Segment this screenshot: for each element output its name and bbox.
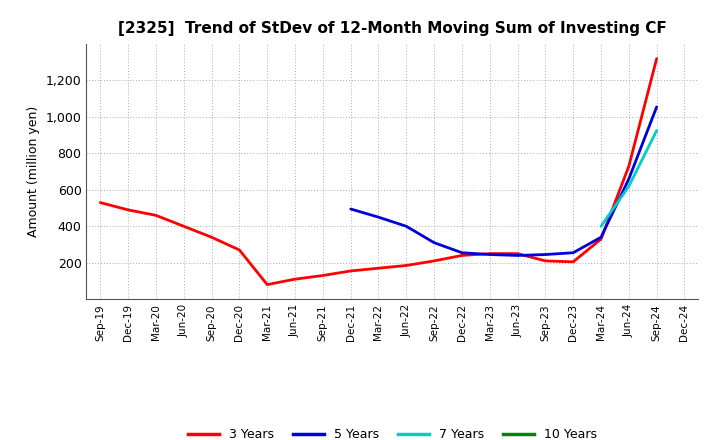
Line: 3 Years: 3 Years: [100, 59, 657, 285]
5 Years: [485, 252, 494, 257]
Line: 5 Years: 5 Years: [351, 107, 657, 256]
5 Years: [402, 224, 410, 229]
Legend: 3 Years, 5 Years, 7 Years, 10 Years: 3 Years, 5 Years, 7 Years, 10 Years: [183, 423, 602, 440]
3 Years: [374, 266, 383, 271]
Y-axis label: Amount (million yen): Amount (million yen): [27, 106, 40, 237]
3 Years: [430, 258, 438, 264]
3 Years: [263, 282, 271, 287]
3 Years: [513, 251, 522, 256]
3 Years: [402, 263, 410, 268]
5 Years: [458, 250, 467, 255]
3 Years: [597, 236, 606, 242]
Title: [2325]  Trend of StDev of 12-Month Moving Sum of Investing CF: [2325] Trend of StDev of 12-Month Moving…: [118, 21, 667, 36]
5 Years: [624, 176, 633, 182]
5 Years: [374, 215, 383, 220]
5 Years: [346, 206, 355, 212]
3 Years: [318, 273, 327, 278]
Line: 7 Years: 7 Years: [601, 131, 657, 226]
3 Years: [124, 207, 132, 213]
3 Years: [179, 224, 188, 229]
5 Years: [513, 253, 522, 258]
5 Years: [652, 104, 661, 110]
5 Years: [541, 252, 550, 257]
3 Years: [569, 259, 577, 264]
3 Years: [458, 253, 467, 258]
7 Years: [597, 224, 606, 229]
3 Years: [207, 235, 216, 240]
3 Years: [152, 213, 161, 218]
3 Years: [624, 164, 633, 169]
3 Years: [235, 247, 243, 253]
7 Years: [624, 183, 633, 189]
7 Years: [652, 128, 661, 133]
3 Years: [652, 56, 661, 61]
3 Years: [291, 276, 300, 282]
3 Years: [96, 200, 104, 205]
5 Years: [430, 240, 438, 246]
5 Years: [569, 250, 577, 255]
3 Years: [485, 251, 494, 256]
3 Years: [346, 268, 355, 274]
5 Years: [597, 235, 606, 240]
3 Years: [541, 258, 550, 264]
